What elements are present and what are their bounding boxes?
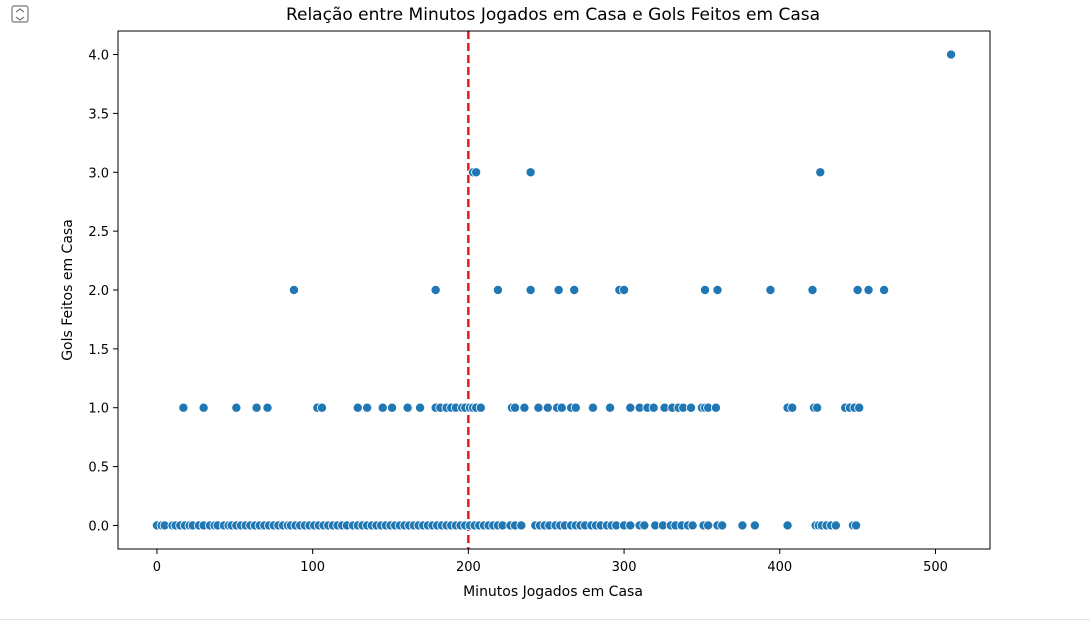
y-tick-label: 3.0	[88, 166, 109, 181]
data-point	[262, 402, 273, 413]
data-point	[807, 284, 818, 295]
y-tick-label: 2.0	[88, 284, 109, 299]
data-point	[587, 402, 598, 413]
data-point	[475, 402, 486, 413]
data-point	[553, 284, 564, 295]
data-point	[556, 402, 567, 413]
data-point	[377, 402, 388, 413]
data-point	[737, 520, 748, 531]
x-tick-label: 100	[300, 560, 325, 575]
data-point	[519, 402, 530, 413]
data-point	[815, 167, 826, 178]
data-point	[879, 284, 890, 295]
data-point	[687, 520, 698, 531]
data-point	[533, 402, 544, 413]
data-point	[569, 284, 580, 295]
data-point	[712, 284, 723, 295]
data-point	[510, 402, 521, 413]
data-point	[787, 402, 798, 413]
data-point	[717, 520, 728, 531]
data-point	[710, 402, 721, 413]
data-point	[288, 284, 299, 295]
x-tick-label: 500	[923, 560, 948, 575]
data-point	[854, 402, 865, 413]
y-axis-label: Gols Feitos em Casa	[60, 219, 76, 361]
data-point	[946, 49, 957, 60]
data-point	[178, 402, 189, 413]
data-point	[415, 402, 426, 413]
x-tick-label: 300	[612, 560, 637, 575]
data-point	[851, 520, 862, 531]
data-point	[749, 520, 760, 531]
y-tick-label: 1.0	[88, 402, 109, 417]
data-point	[198, 402, 209, 413]
data-point	[625, 402, 636, 413]
data-point	[231, 402, 242, 413]
data-point	[765, 284, 776, 295]
data-point	[812, 402, 823, 413]
data-point	[605, 402, 616, 413]
data-point	[525, 167, 536, 178]
data-point	[471, 167, 482, 178]
data-point	[863, 284, 874, 295]
data-point	[251, 402, 262, 413]
data-point	[703, 520, 714, 531]
data-point	[316, 402, 327, 413]
y-tick-label: 1.5	[88, 343, 109, 358]
x-tick-label: 200	[456, 560, 481, 575]
data-point	[700, 284, 711, 295]
data-point	[430, 284, 441, 295]
data-point	[492, 284, 503, 295]
data-point	[525, 284, 536, 295]
data-point	[852, 284, 863, 295]
data-point	[516, 520, 527, 531]
data-point	[686, 402, 697, 413]
y-tick-label: 0.0	[88, 519, 109, 534]
data-point	[570, 402, 581, 413]
data-point	[352, 402, 363, 413]
y-tick-label: 3.5	[88, 107, 109, 122]
x-tick-label: 400	[767, 560, 792, 575]
data-point	[830, 520, 841, 531]
data-point	[362, 402, 373, 413]
data-point	[625, 520, 636, 531]
output-bottom-border	[0, 619, 1090, 620]
data-point	[402, 402, 413, 413]
data-point	[648, 402, 659, 413]
x-axis-label: Minutos Jogados em Casa	[463, 584, 643, 600]
data-point	[782, 520, 793, 531]
data-point	[639, 520, 650, 531]
expand-output-icon[interactable]	[10, 4, 30, 24]
y-tick-label: 4.0	[88, 49, 109, 64]
data-point	[619, 284, 630, 295]
y-tick-label: 2.5	[88, 225, 109, 240]
data-point	[387, 402, 398, 413]
data-point	[542, 402, 553, 413]
y-tick-label: 0.5	[88, 461, 109, 476]
x-tick-label: 0	[153, 560, 161, 575]
chart-title: Relação entre Minutos Jogados em Casa e …	[286, 5, 820, 25]
